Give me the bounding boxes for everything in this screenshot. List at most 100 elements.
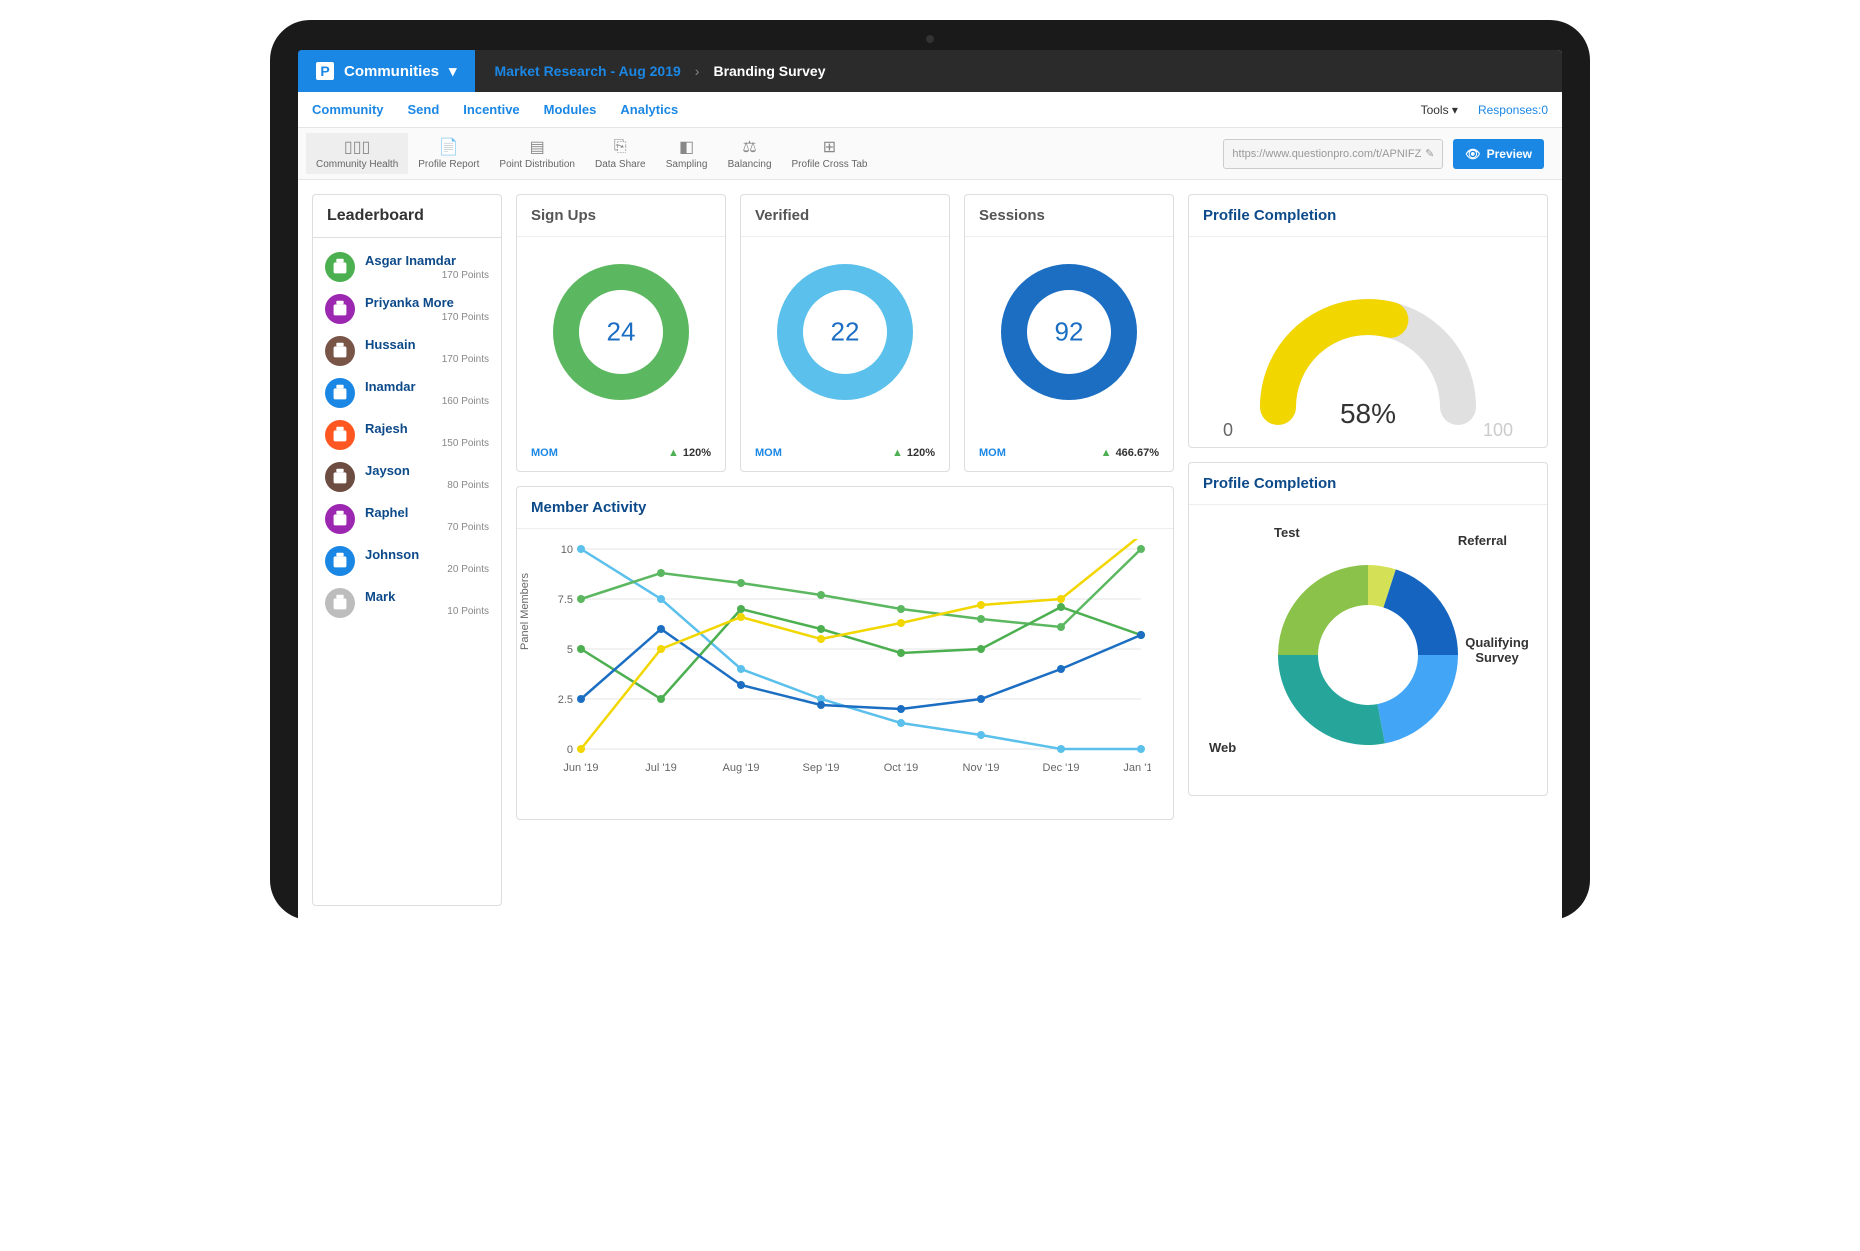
- member-points: 170 Points: [365, 270, 489, 281]
- svg-text:Jun '19: Jun '19: [563, 762, 598, 774]
- up-arrow-icon: ▲: [892, 447, 903, 459]
- brand-logo-icon: P: [316, 62, 334, 80]
- pie-label-test: Test: [1274, 525, 1300, 540]
- member-name: Raphel: [365, 505, 489, 520]
- breadcrumb-survey: Branding Survey: [713, 63, 825, 79]
- leaderboard-title: Leaderboard: [313, 195, 501, 238]
- pie-label-referral: Referral: [1458, 533, 1507, 548]
- tab-send[interactable]: Send: [408, 102, 440, 117]
- tab-incentive[interactable]: Incentive: [463, 102, 519, 117]
- toolbar-icon: ⚖: [728, 137, 772, 157]
- preview-button[interactable]: 👁 Preview: [1453, 139, 1544, 169]
- mom-label[interactable]: MOM: [979, 447, 1006, 459]
- topbar: P Communities ▾ Market Research - Aug 20…: [298, 50, 1562, 92]
- chevron-right-icon: ›: [695, 63, 700, 79]
- member-name: Johnson: [365, 547, 489, 562]
- kpi-change: ▲ 120%: [892, 447, 935, 459]
- kpi-card-verified: Verified 22 MOM ▲ 120%: [740, 194, 950, 472]
- kpi-value: 92: [1055, 317, 1084, 348]
- iconbar-point-distribution[interactable]: ▤Point Distribution: [489, 133, 585, 174]
- avatar-icon: [325, 546, 355, 576]
- responses-count: Responses:0: [1478, 103, 1548, 117]
- svg-text:7.5: 7.5: [558, 594, 573, 606]
- svg-text:Dec '19: Dec '19: [1043, 762, 1080, 774]
- member-name: Inamdar: [365, 379, 489, 394]
- kpi-card-sessions: Sessions 92 MOM ▲ 466.67%: [964, 194, 1174, 472]
- member-points: 170 Points: [365, 312, 489, 323]
- kpi-value: 22: [831, 317, 860, 348]
- svg-text:Aug '19: Aug '19: [723, 762, 760, 774]
- iconbar-profile-report[interactable]: 📄Profile Report: [408, 133, 489, 174]
- leaderboard-item[interactable]: Mark 10 Points: [313, 582, 501, 624]
- avatar-icon: [325, 420, 355, 450]
- iconbar-sampling[interactable]: ◧Sampling: [656, 133, 718, 174]
- tabnav: Community Send Incentive Modules Analytics T…: [298, 92, 1562, 128]
- leaderboard-item[interactable]: Raphel 70 Points: [313, 498, 501, 540]
- member-points: 10 Points: [365, 606, 489, 617]
- tab-modules[interactable]: Modules: [544, 102, 597, 117]
- svg-text:Nov '19: Nov '19: [963, 762, 1000, 774]
- svg-text:Oct '19: Oct '19: [884, 762, 919, 774]
- breadcrumb-project[interactable]: Market Research - Aug 2019: [495, 63, 681, 79]
- iconbar-data-share[interactable]: ⎘Data Share: [585, 133, 656, 174]
- brand-dropdown[interactable]: P Communities ▾: [298, 50, 475, 92]
- member-points: 160 Points: [365, 396, 489, 407]
- member-name: Rajesh: [365, 421, 489, 436]
- up-arrow-icon: ▲: [668, 447, 679, 459]
- tab-community[interactable]: Community: [312, 102, 384, 117]
- member-points: 170 Points: [365, 354, 489, 365]
- mom-label[interactable]: MOM: [755, 447, 782, 459]
- kpi-value: 24: [607, 317, 636, 348]
- iconbar-balancing[interactable]: ⚖Balancing: [718, 133, 782, 174]
- tab-analytics[interactable]: Analytics: [620, 102, 678, 117]
- avatar-icon: [325, 252, 355, 282]
- leaderboard-item[interactable]: Priyanka More 170 Points: [313, 288, 501, 330]
- toolbar-icon: ▯▯▯: [316, 137, 398, 157]
- iconbar-community-health[interactable]: ▯▯▯Community Health: [306, 133, 408, 174]
- leaderboard-item[interactable]: Johnson 20 Points: [313, 540, 501, 582]
- member-name: Mark: [365, 589, 489, 604]
- eye-icon: 👁: [1465, 147, 1480, 161]
- kpi-change: ▲ 466.67%: [1101, 447, 1159, 459]
- iconbar: ▯▯▯Community Health📄Profile Report▤Point…: [298, 128, 1562, 180]
- toolbar-icon: ▤: [499, 137, 575, 157]
- url-box[interactable]: https://www.questionpro.com/t/APNIFZ ✎: [1223, 139, 1443, 169]
- caret-down-icon: ▾: [449, 62, 457, 80]
- up-arrow-icon: ▲: [1101, 447, 1112, 459]
- kpi-title: Sessions: [965, 195, 1173, 237]
- pie-label-web: Web: [1209, 740, 1236, 755]
- toolbar-icon: ◧: [666, 137, 708, 157]
- toolbar-icon: ⊞: [792, 137, 868, 157]
- member-points: 70 Points: [365, 522, 489, 533]
- leaderboard-item[interactable]: Inamdar 160 Points: [313, 372, 501, 414]
- edit-icon[interactable]: ✎: [1425, 147, 1434, 160]
- kpi-change: ▲ 120%: [668, 447, 711, 459]
- leaderboard-item[interactable]: Asgar Inamdar 170 Points: [313, 246, 501, 288]
- leaderboard-item[interactable]: Rajesh150 Points: [313, 414, 501, 456]
- kpi-title: Sign Ups: [517, 195, 725, 237]
- activity-title: Member Activity: [517, 487, 1173, 529]
- activity-card: Member Activity Panel Members02.557.510J…: [516, 486, 1174, 820]
- leaderboard-card: Leaderboard Asgar Inamdar170 PointsPriya…: [312, 194, 502, 906]
- avatar-icon: [325, 462, 355, 492]
- brand-label: Communities: [344, 63, 439, 80]
- avatar-icon: [325, 588, 355, 618]
- svg-text:Jan '19: Jan '19: [1123, 762, 1151, 774]
- avatar-icon: [325, 504, 355, 534]
- mom-label[interactable]: MOM: [531, 447, 558, 459]
- member-points: 20 Points: [365, 564, 489, 575]
- svg-text:0: 0: [567, 744, 573, 756]
- member-name: Asgar Inamdar: [365, 253, 489, 268]
- iconbar-profile-cross-tab[interactable]: ⊞Profile Cross Tab: [782, 133, 878, 174]
- gauge-card: Profile Completion 58%0100: [1188, 194, 1548, 448]
- member-name: Jayson: [365, 463, 489, 478]
- pie-card: Profile Completion TestReferralQualifyin…: [1188, 462, 1548, 796]
- svg-text:Sep '19: Sep '19: [803, 762, 840, 774]
- tools-dropdown[interactable]: Tools ▾: [1421, 103, 1458, 117]
- member-name: Hussain: [365, 337, 489, 352]
- avatar-icon: [325, 336, 355, 366]
- leaderboard-item[interactable]: Jayson80 Points: [313, 456, 501, 498]
- member-name: Priyanka More: [365, 295, 489, 310]
- leaderboard-item[interactable]: Hussain 170 Points: [313, 330, 501, 372]
- kpi-title: Verified: [741, 195, 949, 237]
